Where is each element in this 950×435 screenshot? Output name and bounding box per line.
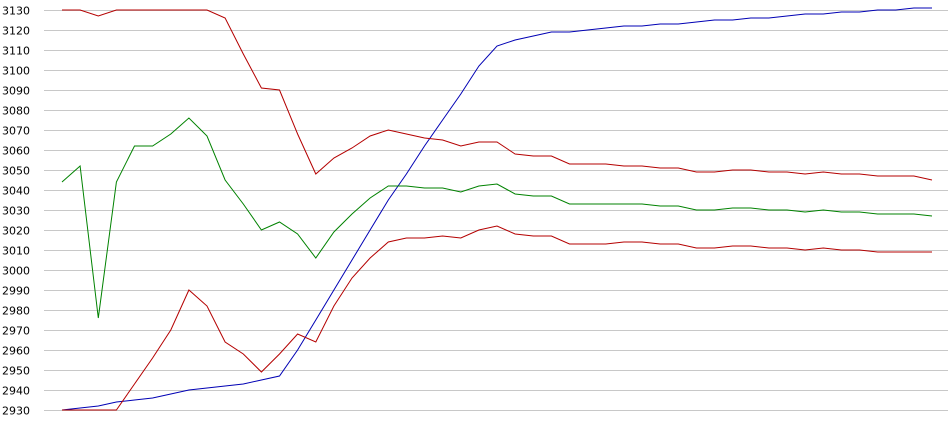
y-tick-label: 3050 — [2, 165, 30, 178]
y-tick-label: 3060 — [2, 145, 30, 158]
y-tick-label: 3070 — [2, 125, 30, 138]
y-tick-label: 2950 — [2, 365, 30, 378]
y-tick-label: 3040 — [2, 185, 30, 198]
series-line-2 — [62, 9, 933, 181]
y-tick-label: 2990 — [2, 285, 30, 298]
y-tick-label: 3090 — [2, 85, 30, 98]
series-line-4 — [62, 225, 932, 411]
series-line-3 — [61, 117, 933, 319]
y-tick-label: 2940 — [2, 385, 30, 398]
y-tick-label: 3010 — [2, 245, 30, 258]
y-tick-label: 3110 — [2, 45, 30, 58]
series-line-1 — [61, 7, 932, 411]
y-axis-tick-labels: 2930 2940 2950 2960 2970 2980 2990 3000 3010 3020… — [2, 5, 30, 418]
grid-lines — [44, 10, 948, 411]
y-tick-label: 3000 — [2, 265, 30, 278]
y-tick-label: 3120 — [2, 25, 30, 38]
y-tick-label: 2930 — [2, 405, 30, 418]
y-tick-label: 3130 — [2, 5, 30, 18]
y-tick-label: 2980 — [2, 305, 30, 318]
y-tick-label: 2960 — [2, 345, 30, 358]
y-tick-label: 3030 — [2, 205, 30, 218]
y-tick-label: 3100 — [2, 65, 30, 78]
y-tick-label: 3080 — [2, 105, 30, 118]
series-lines — [61, 7, 933, 411]
y-tick-label: 3020 — [2, 225, 30, 238]
y-tick-label: 2970 — [2, 325, 30, 338]
